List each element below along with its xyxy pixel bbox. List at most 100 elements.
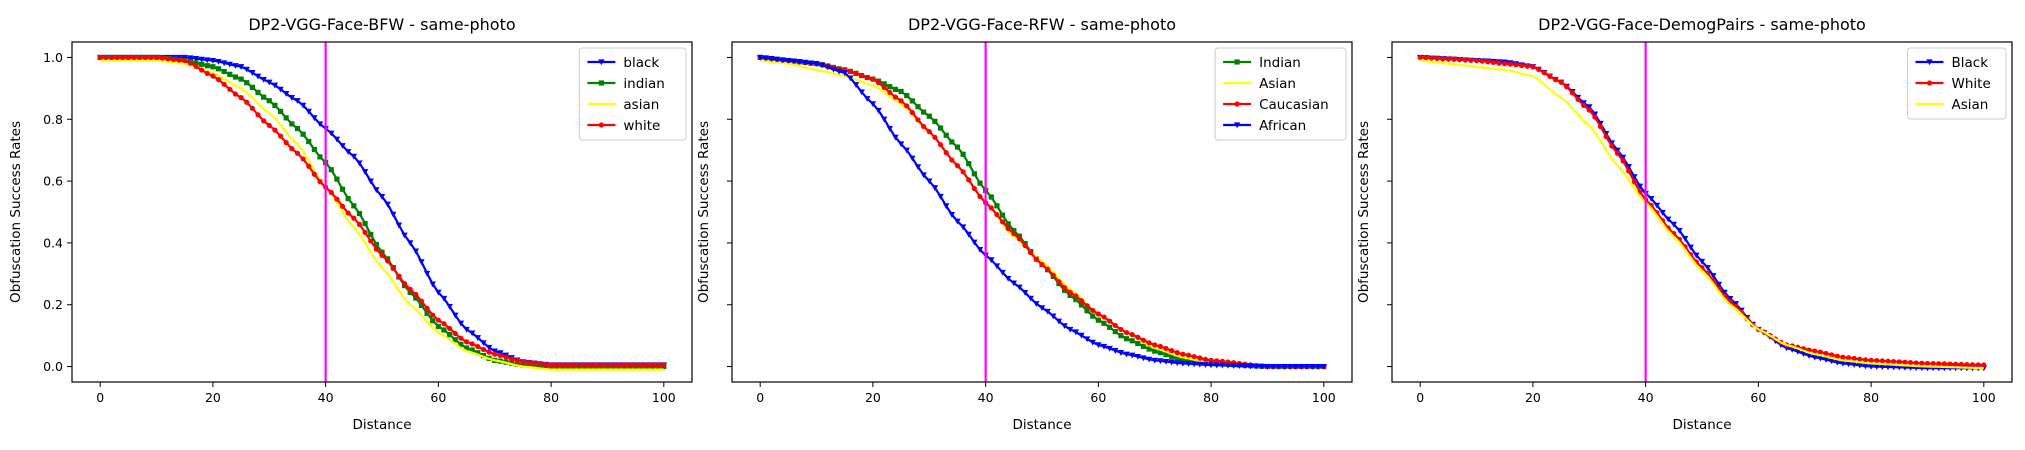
data-point bbox=[1157, 350, 1163, 356]
data-point bbox=[1163, 345, 1169, 352]
data-point bbox=[300, 131, 306, 137]
data-point bbox=[339, 203, 346, 209]
data-point bbox=[367, 178, 374, 185]
data-point bbox=[571, 362, 577, 368]
data-point bbox=[582, 362, 588, 368]
data-point bbox=[480, 340, 487, 346]
data-point bbox=[892, 134, 899, 141]
legend-label: indian bbox=[623, 76, 664, 92]
data-point bbox=[520, 359, 526, 365]
chart-panel-3: DP2-VGG-Face-DemogPairs - same-photo 0 20 4… bbox=[1356, 15, 2013, 433]
data-point bbox=[1884, 364, 1892, 371]
data-point bbox=[1050, 272, 1056, 278]
data-point bbox=[282, 91, 290, 97]
data-point bbox=[1958, 361, 1964, 368]
data-point bbox=[1845, 355, 1852, 361]
data-point bbox=[447, 332, 453, 338]
data-point bbox=[1078, 302, 1085, 308]
data-point bbox=[226, 61, 234, 68]
plot-area bbox=[756, 54, 1328, 370]
data-point bbox=[1693, 252, 1700, 259]
y-tick-label: 0.8 bbox=[43, 112, 63, 127]
data-point bbox=[1468, 57, 1474, 63]
legend-marker bbox=[598, 80, 604, 86]
data-point bbox=[926, 113, 932, 119]
data-point bbox=[260, 77, 267, 83]
data-point bbox=[1084, 303, 1090, 309]
data-point bbox=[1129, 332, 1135, 338]
data-point bbox=[1033, 256, 1039, 263]
data-point bbox=[1496, 60, 1502, 66]
data-point bbox=[1258, 363, 1266, 370]
data-point bbox=[1140, 355, 1147, 362]
data-point bbox=[311, 146, 317, 153]
data-point bbox=[994, 203, 1000, 209]
data-point bbox=[604, 362, 611, 368]
data-point bbox=[475, 343, 481, 350]
data-point bbox=[1676, 227, 1683, 234]
data-point bbox=[818, 62, 826, 69]
data-point bbox=[1834, 353, 1840, 359]
data-point bbox=[215, 77, 222, 83]
data-point bbox=[407, 289, 413, 295]
data-point bbox=[994, 211, 1000, 218]
data-point bbox=[931, 185, 939, 191]
legend-marker bbox=[1233, 122, 1241, 129]
data-point bbox=[1552, 77, 1559, 83]
data-point bbox=[937, 125, 944, 131]
x-tick-label: 80 bbox=[1863, 390, 1879, 405]
data-point bbox=[1879, 364, 1886, 371]
x-tick-label: 100 bbox=[1972, 390, 1996, 405]
data-point bbox=[463, 345, 470, 351]
data-point bbox=[435, 289, 442, 296]
data-point bbox=[1794, 348, 1802, 355]
data-point bbox=[869, 101, 877, 108]
data-point bbox=[1174, 356, 1180, 362]
chart-panel-1: DP2-VGG-Face-BFW - same-photo 0 20 40 60 80 10… bbox=[8, 15, 693, 433]
data-point bbox=[418, 259, 425, 266]
data-point bbox=[210, 64, 216, 70]
data-point bbox=[870, 76, 876, 82]
data-point bbox=[1451, 56, 1457, 62]
data-point bbox=[339, 143, 346, 149]
data-point bbox=[413, 295, 419, 301]
data-point bbox=[548, 362, 554, 368]
data-point bbox=[514, 358, 520, 364]
x-tick-label: 80 bbox=[543, 390, 559, 405]
legend-label: white bbox=[623, 118, 660, 134]
data-point bbox=[328, 189, 334, 196]
data-point bbox=[1558, 79, 1564, 85]
data-point bbox=[1214, 358, 1220, 364]
data-point bbox=[1067, 289, 1073, 295]
data-point bbox=[892, 94, 899, 100]
data-point bbox=[610, 362, 616, 368]
data-point bbox=[317, 179, 323, 185]
data-point bbox=[215, 66, 222, 72]
data-point bbox=[943, 132, 949, 138]
data-point bbox=[1055, 318, 1063, 325]
x-tick-label: 80 bbox=[1203, 390, 1219, 405]
data-point bbox=[1208, 357, 1214, 363]
data-point bbox=[187, 55, 194, 62]
data-point bbox=[1309, 363, 1316, 370]
data-point bbox=[384, 201, 391, 208]
data-point bbox=[244, 99, 250, 105]
data-point bbox=[1010, 280, 1018, 287]
data-point bbox=[289, 121, 295, 127]
legend-item-black: Black bbox=[1915, 55, 1988, 71]
data-point bbox=[1507, 61, 1513, 67]
data-point bbox=[463, 326, 470, 333]
data-point bbox=[362, 229, 368, 235]
data-point bbox=[1788, 346, 1796, 353]
data-point bbox=[182, 57, 188, 64]
data-point bbox=[1016, 284, 1023, 291]
data-point bbox=[1152, 348, 1158, 354]
series-line-asian bbox=[1420, 59, 1984, 370]
data-point bbox=[1213, 362, 1220, 369]
data-point bbox=[1648, 195, 1655, 202]
x-axis-label: Distance bbox=[352, 417, 411, 433]
data-point bbox=[966, 177, 972, 183]
data-point bbox=[943, 150, 949, 156]
data-point bbox=[1038, 305, 1046, 312]
